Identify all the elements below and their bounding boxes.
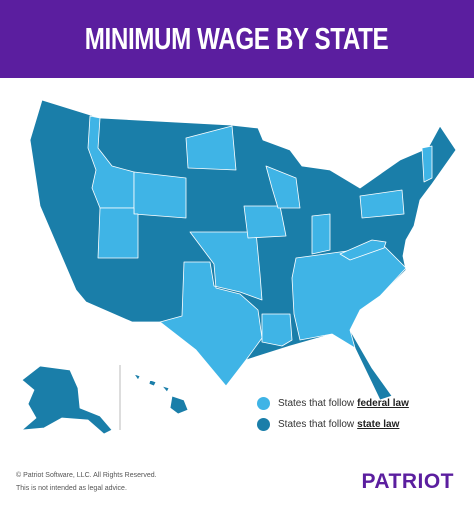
federal-states [291,245,407,349]
federal-states [133,171,187,219]
federal-states [261,313,293,347]
federal-states [185,125,237,171]
alaska [21,365,113,435]
federal-states [97,207,139,259]
federal-states [311,213,331,255]
map [21,99,457,435]
federal-states [421,145,433,183]
disclaimer: This is not intended as legal advice. [16,485,127,492]
legend-item: States that follow state law [257,418,399,431]
copyright: © Patriot Software, LLC. All Rights Rese… [16,472,157,479]
legend-item: States that follow federal law [257,397,409,410]
legend-emphasis: state law [357,419,400,430]
legend-emphasis: federal law [357,398,409,409]
legend-text: States that follow [278,419,355,430]
legend-swatch [257,418,270,431]
legend-swatch [257,397,270,410]
logo: PATRIOT [361,470,454,493]
hawaii [133,373,189,415]
federal-states [359,189,405,219]
title: MINIMUM WAGE BY STATE [85,21,389,56]
federal-states [243,205,287,239]
header: MINIMUM WAGE BY STATE [0,0,474,78]
federal-states [265,165,301,209]
legend-text: States that follow [278,398,355,409]
federal-states [159,231,263,387]
federal-states [339,239,387,261]
